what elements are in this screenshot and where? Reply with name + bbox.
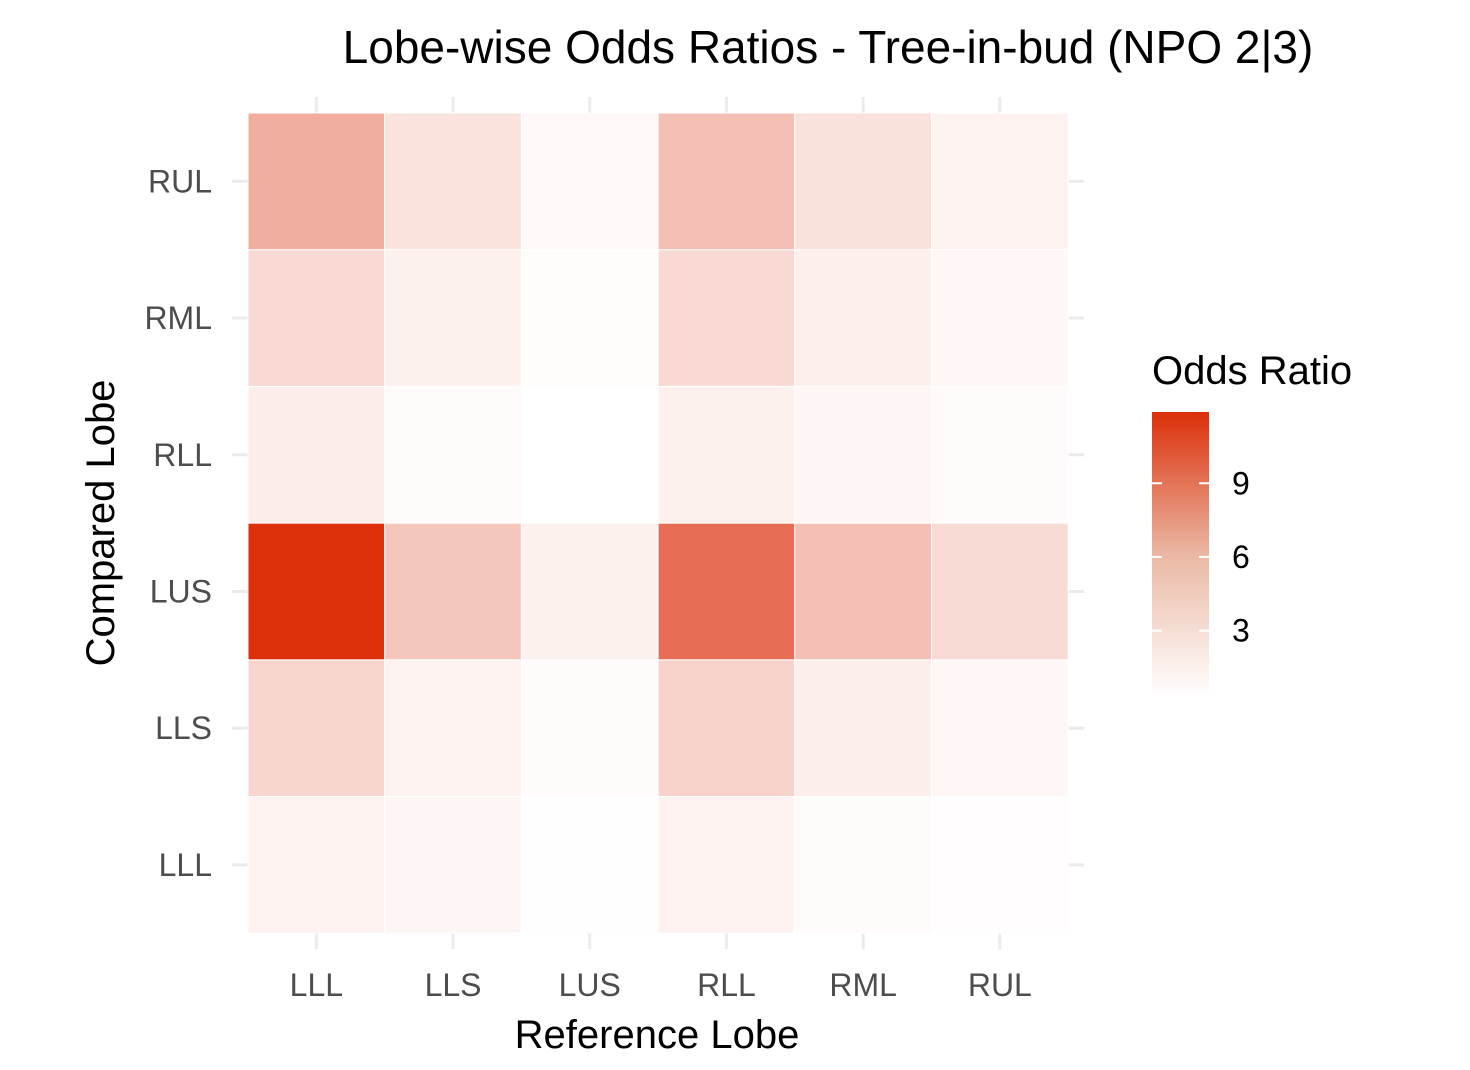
x-tick-label: RLL xyxy=(697,967,756,1003)
y-axis-title: Compared Lobe xyxy=(79,380,123,667)
legend-ticks: 3 6 9 xyxy=(1152,465,1250,649)
heatmap-cell-LUS-LLL xyxy=(247,522,386,661)
heatmap-cell-LLS-RML xyxy=(794,659,932,797)
heatmap-cell-LUS-LUS xyxy=(520,522,659,661)
heatmap-cell-RLL-LLL xyxy=(247,385,386,524)
heatmap-cell-RUL-LUS xyxy=(520,112,659,251)
heatmap-cell-RUL-LLS xyxy=(384,112,522,251)
y-tick-label: RML xyxy=(144,300,212,336)
heatmap-cell-RML-LLS xyxy=(384,249,522,387)
heatmap-cell-RML-RLL xyxy=(657,249,796,387)
heatmap-cell-LUS-RML xyxy=(794,522,932,661)
heatmap-cell-LUS-LLS xyxy=(384,522,522,661)
y-tick-label: RLL xyxy=(153,437,212,473)
heatmap-cell-RLL-LLS xyxy=(384,385,522,524)
heatmap-cell-RUL-RUL xyxy=(931,112,1069,251)
color-legend: Odds Ratio 3 6 9 xyxy=(1152,349,1352,697)
heatmap-cell-RML-RML xyxy=(794,249,932,387)
heatmap-cell-RLL-RML xyxy=(794,385,932,524)
x-tick-label: RML xyxy=(829,967,897,1003)
heatmap-cell-RLL-LUS xyxy=(520,385,659,524)
heatmap-cell-LLS-LLS xyxy=(384,659,522,797)
chart-title: Lobe-wise Odds Ratios - Tree-in-bud (NPO… xyxy=(343,21,1314,73)
heatmap-cell-RML-LUS xyxy=(520,249,659,387)
legend-tick-label: 3 xyxy=(1232,613,1250,649)
heatmap-cell-LLL-RML xyxy=(794,796,932,934)
heatmap-cell-LUS-RLL xyxy=(657,522,796,661)
heatmap-cell-LLL-LLS xyxy=(384,796,522,934)
heatmap-cell-LLL-RLL xyxy=(657,796,796,934)
heatmap-cell-RML-RUL xyxy=(931,249,1069,387)
y-axis-tick-labels: LLL LLS LUS RLL RML RUL xyxy=(144,163,212,883)
heatmap-cell-RUL-LLL xyxy=(247,112,386,251)
heatmap-cell-RLL-RLL xyxy=(657,385,796,524)
x-tick-label: RUL xyxy=(968,967,1032,1003)
heatmap-cell-LLL-RUL xyxy=(931,796,1069,934)
heatmap-cell-LUS-RUL xyxy=(931,522,1069,661)
x-tick-label: LUS xyxy=(559,967,621,1003)
heatmap-cell-LLS-LLL xyxy=(247,659,386,797)
x-tick-label: LLS xyxy=(425,967,482,1003)
legend-tick-label: 6 xyxy=(1232,539,1250,575)
heatmap-cell-RML-LLL xyxy=(247,249,386,387)
heatmap-cell-LLL-LUS xyxy=(520,796,659,934)
legend-title: Odds Ratio xyxy=(1152,349,1352,393)
heatmap-cell-LLL-LLL xyxy=(247,796,386,934)
legend-colorbar xyxy=(1152,412,1209,697)
y-tick-label: LUS xyxy=(150,573,212,609)
y-tick-label: LLS xyxy=(155,710,212,746)
legend-tick-label: 9 xyxy=(1232,465,1250,501)
heatmap-cell-RLL-RUL xyxy=(931,385,1069,524)
heatmap-cells xyxy=(247,112,1069,934)
heatmap-cell-LLS-RLL xyxy=(657,659,796,797)
y-tick-label: RUL xyxy=(148,163,212,199)
heatmap-cell-RUL-RLL xyxy=(657,112,796,251)
y-tick-label: LLL xyxy=(159,847,212,883)
heatmap-cell-RUL-RML xyxy=(794,112,932,251)
heatmap-cell-LLS-RUL xyxy=(931,659,1069,797)
x-axis-title: Reference Lobe xyxy=(515,1013,800,1057)
x-tick-label: LLL xyxy=(290,967,343,1003)
x-axis-tick-labels: LLL LLS LUS RLL RML RUL xyxy=(290,967,1032,1003)
heatmap-cell-LLS-LUS xyxy=(520,659,659,797)
